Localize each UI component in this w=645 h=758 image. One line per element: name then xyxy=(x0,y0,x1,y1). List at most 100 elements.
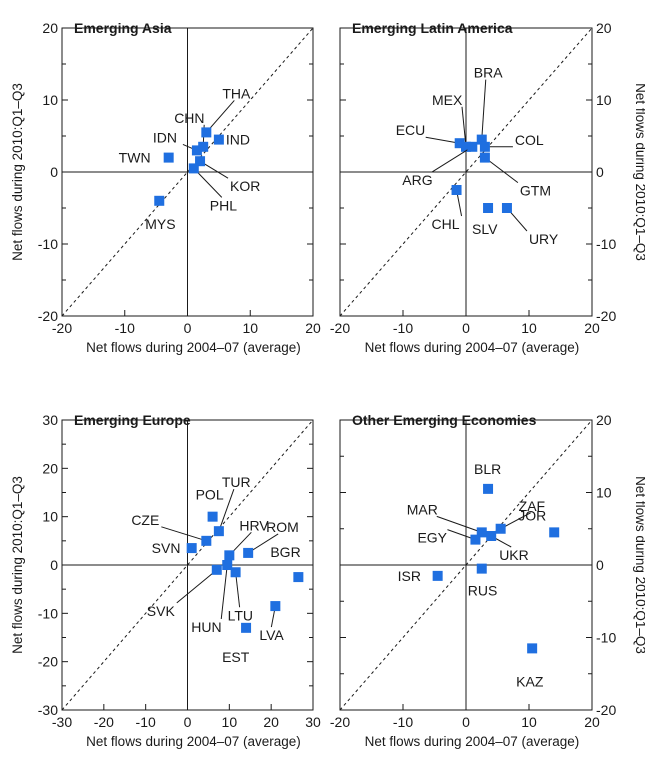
scatter-point xyxy=(230,567,241,578)
y-tick-label: 10 xyxy=(42,92,58,108)
leader-line xyxy=(432,146,473,173)
leader-line xyxy=(220,564,228,620)
y-axis-title: Net flows during 2010:Q1–Q3 xyxy=(633,476,645,654)
scatter-point xyxy=(479,141,490,152)
point-label: COL xyxy=(515,132,544,148)
scatter-point xyxy=(467,141,478,152)
chart-panel-1: -20 -10 0 10 20 -20 -10 0 10 20 Emerging Asia Net f… xyxy=(10,20,321,355)
y-tick-label: 20 xyxy=(42,460,58,476)
diagonal-line xyxy=(339,419,593,711)
scatter-point xyxy=(451,185,462,195)
leader-line xyxy=(436,515,482,533)
point-label: BLR xyxy=(474,461,501,477)
x-tick-label: 0 xyxy=(462,320,470,336)
scatter-point xyxy=(201,127,212,138)
point-label: BGR xyxy=(270,544,300,560)
leader-line xyxy=(218,488,235,532)
point-label: ECU xyxy=(396,122,426,138)
y-tick-label: -10 xyxy=(38,236,58,252)
y-tick-label: -20 xyxy=(38,654,58,670)
y-tick-label: -10 xyxy=(596,236,616,252)
scatter-point xyxy=(454,138,465,149)
scatter-point xyxy=(191,145,202,156)
y-tick-label: 20 xyxy=(596,412,612,428)
point-label: ROM xyxy=(266,519,299,535)
leader-line xyxy=(484,157,519,183)
x-tick-label: -10 xyxy=(136,714,156,730)
point-label: KAZ xyxy=(516,673,544,689)
point-label: EGY xyxy=(417,530,447,546)
scatter-point xyxy=(222,560,233,570)
x-tick-label: -10 xyxy=(115,320,135,336)
point-label: MAR xyxy=(407,501,438,517)
scatter-point xyxy=(501,203,512,213)
point-label: JOR xyxy=(518,507,546,523)
point-label: MYS xyxy=(145,216,175,232)
x-tick-label: -10 xyxy=(393,714,413,730)
panel-title: Other Emerging Economies xyxy=(352,412,537,428)
y-tick-label: 20 xyxy=(42,20,58,36)
point-label: LVA xyxy=(259,627,284,643)
x-tick-label: 10 xyxy=(521,714,537,730)
scatter-point xyxy=(461,141,471,152)
x-tick-label: 30 xyxy=(305,714,321,730)
scatter-point xyxy=(198,141,209,152)
point-label: THA xyxy=(222,85,251,101)
y-tick-label: -10 xyxy=(38,605,58,621)
scatter-point xyxy=(486,531,497,541)
x-tick-label: 10 xyxy=(222,714,238,730)
x-tick-label: 20 xyxy=(584,714,600,730)
point-label: ISR xyxy=(398,568,421,584)
x-tick-label: 20 xyxy=(263,714,279,730)
y-axis-title: Net flows during 2010:Q1–Q3 xyxy=(10,83,25,261)
x-tick-label: 10 xyxy=(242,320,258,336)
scatter-point xyxy=(241,622,252,633)
scatter-point xyxy=(270,601,281,612)
point-label: CZE xyxy=(131,512,159,528)
y-tick-label: 0 xyxy=(596,557,604,573)
scatter-point xyxy=(479,152,490,163)
x-tick-label: -30 xyxy=(52,714,72,730)
scatter-point xyxy=(186,543,197,554)
scatter-point xyxy=(207,511,218,522)
x-tick-label: -20 xyxy=(330,320,350,336)
point-label: UKR xyxy=(499,547,529,563)
leader-line xyxy=(461,106,467,147)
x-axis-title: Net flows during 2004–07 (average) xyxy=(86,340,301,355)
y-tick-label: -30 xyxy=(38,702,58,718)
leader-line xyxy=(235,572,241,608)
point-label: ZAF xyxy=(519,498,545,514)
scatter-point xyxy=(549,527,560,538)
scatter-point xyxy=(154,195,165,206)
scatter-point xyxy=(201,535,212,546)
x-axis-title: Net flows during 2004–07 (average) xyxy=(365,734,580,749)
point-label: LTU xyxy=(228,607,253,623)
scatter-point xyxy=(188,163,199,174)
x-tick-label: 20 xyxy=(305,320,321,336)
y-axis-title: Net flows during 2010:Q1–Q3 xyxy=(10,476,25,654)
scatter-point xyxy=(224,550,235,561)
scatter-point xyxy=(213,526,224,537)
scatter-point xyxy=(163,152,174,163)
panel-title: Emerging Asia xyxy=(74,20,172,36)
x-tick-label: -20 xyxy=(94,714,114,730)
y-tick-label: 0 xyxy=(596,164,604,180)
point-label: GTM xyxy=(520,183,551,199)
point-label: ARG xyxy=(402,172,432,188)
point-label: HRV xyxy=(239,517,269,533)
diagonal-line xyxy=(339,27,593,317)
y-tick-label: -10 xyxy=(596,630,616,646)
scatter-point xyxy=(483,483,494,494)
point-label: CHL xyxy=(432,216,460,232)
leader-line xyxy=(205,100,235,133)
point-label: IND xyxy=(226,132,250,148)
scatter-point xyxy=(476,563,487,574)
point-label: SVK xyxy=(147,603,176,619)
x-tick-label: 0 xyxy=(184,714,192,730)
point-label: SVN xyxy=(152,540,181,556)
diagonal-line xyxy=(61,419,314,711)
scatter-point xyxy=(213,134,224,145)
x-tick-label: 0 xyxy=(184,320,192,336)
